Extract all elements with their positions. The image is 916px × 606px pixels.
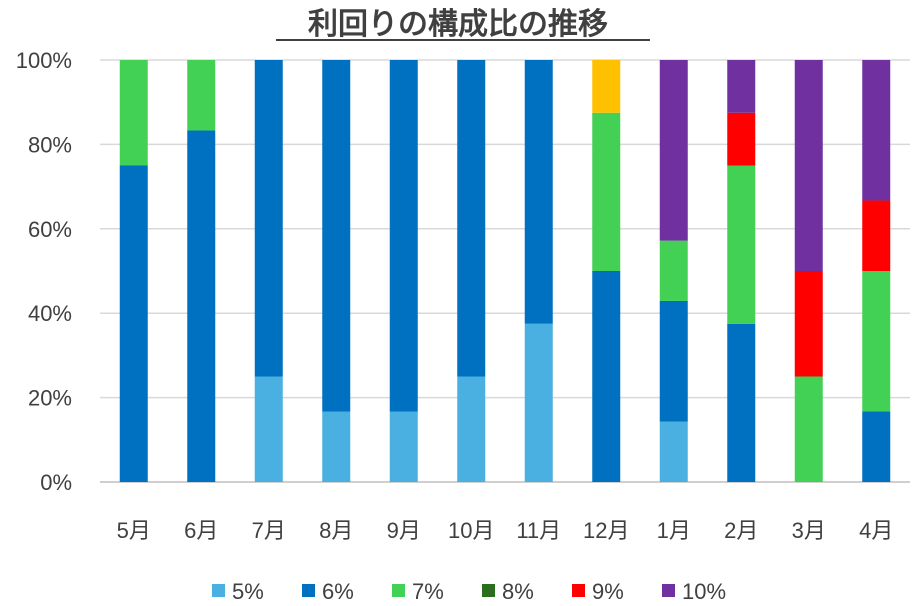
bar-segment (862, 271, 891, 412)
x-tick-label: 12月 (583, 518, 629, 543)
x-tick-label: 9月 (387, 518, 421, 543)
bar-segment (862, 200, 891, 271)
x-tick-label: 1月 (657, 518, 691, 543)
legend-label: 9% (592, 579, 624, 604)
bar-segment (592, 112, 621, 271)
y-tick-label: 60% (28, 217, 72, 242)
bar-segment (254, 376, 283, 482)
legend-label: 8% (502, 579, 534, 604)
bar-segment (794, 376, 823, 482)
x-axis-ticks: 5月 6月 7月 8月 9月 10月 11月 12月 1月 2月 3月 4月 (117, 518, 894, 543)
bar-segment (727, 165, 756, 324)
bar-segment (862, 60, 891, 201)
bar-segment (254, 60, 283, 377)
bar-segment (727, 323, 756, 482)
x-tick-label: 3月 (792, 518, 826, 543)
bar-segment (659, 60, 688, 241)
bar-segment (659, 240, 688, 301)
bar-segment (524, 60, 553, 324)
bar-segment (457, 60, 486, 377)
bar-segment (524, 323, 553, 482)
legend-label: 5% (232, 579, 264, 604)
legend-label: 6% (322, 579, 354, 604)
bar-segment (794, 271, 823, 377)
y-tick-label: 80% (28, 132, 72, 157)
x-tick-label: 2月 (724, 518, 758, 543)
legend-label: 10% (682, 579, 726, 604)
x-tick-label: 10月 (448, 518, 494, 543)
bar-segment (119, 165, 148, 482)
x-tick-label: 8月 (319, 518, 353, 543)
bar-segment (727, 112, 756, 166)
bar-segment (119, 60, 148, 166)
bar-segment (727, 60, 756, 113)
legend-swatch (572, 584, 585, 597)
chart-title: 利回りの構成比の推移 (308, 7, 608, 42)
legend-swatch (662, 584, 675, 597)
y-tick-label: 0% (40, 470, 72, 495)
y-tick-label: 40% (28, 301, 72, 326)
bar-segment (187, 60, 216, 131)
legend-swatch (302, 584, 315, 597)
bar-segment (322, 60, 351, 412)
y-axis-ticks: 0% 20% 40% 60% 80% 100% (16, 48, 72, 495)
x-tick-label: 6月 (184, 518, 218, 543)
x-tick-label: 7月 (252, 518, 286, 543)
gridlines (100, 59, 910, 483)
bar-segment (592, 60, 621, 113)
legend-label: 7% (412, 579, 444, 604)
bar-segment (187, 130, 216, 482)
legend-swatch (482, 584, 495, 597)
legend-swatch (392, 584, 405, 597)
x-tick-label: 5月 (117, 518, 151, 543)
x-tick-label: 4月 (859, 518, 893, 543)
bar-segment (389, 411, 418, 482)
bar-segment (659, 421, 688, 482)
bar-stacks (119, 60, 891, 482)
bar-segment (659, 300, 688, 422)
y-tick-label: 20% (28, 386, 72, 411)
x-tick-label: 11月 (516, 518, 561, 543)
bar-segment (457, 376, 486, 482)
legend-swatch (212, 584, 225, 597)
bar-segment (592, 271, 621, 482)
bar-segment (794, 60, 823, 271)
bar-segment (862, 411, 891, 482)
legend: 5% 6% 7% 8% 9% 10% (212, 579, 726, 604)
y-tick-label: 100% (16, 48, 72, 73)
bar-segment (389, 60, 418, 412)
bar-segment (322, 411, 351, 482)
